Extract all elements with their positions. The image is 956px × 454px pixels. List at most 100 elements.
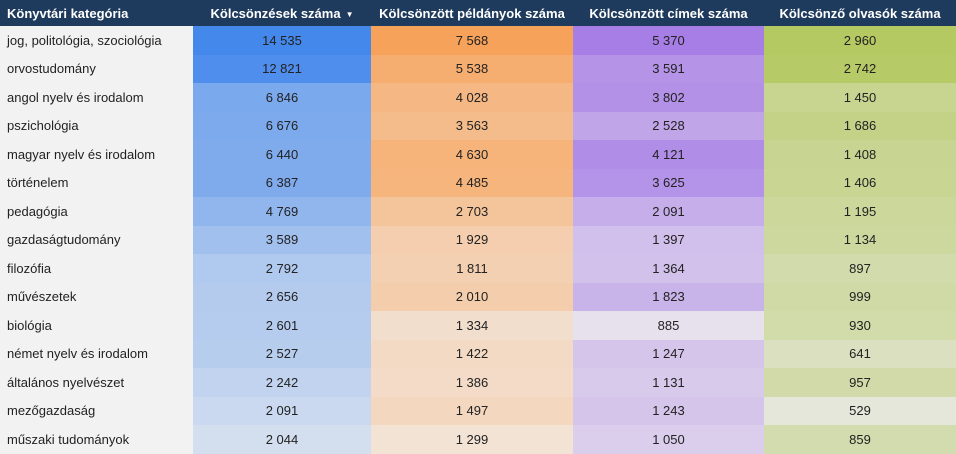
loans-value-cell: 14 535 — [193, 26, 371, 55]
loans-value-cell: 2 792 — [193, 254, 371, 283]
category-cell: jog, politológia, szociológia — [0, 26, 193, 55]
titles-value-cell: 4 121 — [573, 140, 764, 169]
titles-value-cell: 5 370 — [573, 26, 764, 55]
category-cell: biológia — [0, 311, 193, 340]
titles-value-cell: 1 247 — [573, 339, 764, 368]
readers-value-cell: 641 — [764, 339, 956, 368]
titles-value-cell: 1 823 — [573, 282, 764, 311]
loans-value-cell: 12 821 — [193, 54, 371, 83]
readers-value-cell: 1 195 — [764, 197, 956, 226]
copies-value-cell: 4 485 — [371, 168, 573, 197]
header-titles-label: Kölcsönzött címek száma — [589, 5, 748, 21]
readers-value-cell: 1 134 — [764, 225, 956, 254]
copies-value-cell: 1 497 — [371, 396, 573, 425]
header-titles[interactable]: Kölcsönzött címek száma — [573, 0, 764, 26]
titles-value-cell: 1 243 — [573, 396, 764, 425]
copies-value-cell: 1 929 — [371, 225, 573, 254]
loans-value-cell: 6 676 — [193, 111, 371, 140]
category-cell: magyar nyelv és irodalom — [0, 140, 193, 169]
readers-value-cell: 1 450 — [764, 83, 956, 112]
loans-value-cell: 6 846 — [193, 83, 371, 112]
category-cell: német nyelv és irodalom — [0, 339, 193, 368]
table-row: jog, politológia, szociológia 14 535 7 568… — [0, 26, 956, 55]
readers-value-cell: 999 — [764, 282, 956, 311]
copies-value-cell: 2 703 — [371, 197, 573, 226]
titles-value-cell: 885 — [573, 311, 764, 340]
table-row: mezőgazdaság 2 091 1 497 1 243 529 — [0, 396, 956, 425]
table-row: történelem 6 387 4 485 3 625 1 406 — [0, 168, 956, 197]
readers-value-cell: 1 686 — [764, 111, 956, 140]
readers-value-cell: 859 — [764, 425, 956, 454]
category-cell: műszaki tudományok — [0, 425, 193, 454]
header-category[interactable]: Könyvtári kategória — [0, 0, 193, 26]
sort-desc-icon[interactable]: ▼ — [345, 9, 354, 19]
readers-value-cell: 957 — [764, 368, 956, 397]
header-loans-label: Kölcsönzések száma — [210, 5, 341, 21]
category-cell: angol nyelv és irodalom — [0, 83, 193, 112]
loans-value-cell: 3 589 — [193, 225, 371, 254]
category-cell: történelem — [0, 168, 193, 197]
copies-value-cell: 1 811 — [371, 254, 573, 283]
loans-value-cell: 2 656 — [193, 282, 371, 311]
table-row: filozófia 2 792 1 811 1 364 897 — [0, 254, 956, 283]
loans-value-cell: 2 091 — [193, 396, 371, 425]
table-row: pszichológia 6 676 3 563 2 528 1 686 — [0, 111, 956, 140]
loans-value-cell: 6 440 — [193, 140, 371, 169]
table-row: gazdaságtudomány 3 589 1 929 1 397 1 134 — [0, 225, 956, 254]
readers-value-cell: 1 408 — [764, 140, 956, 169]
copies-value-cell: 3 563 — [371, 111, 573, 140]
copies-value-cell: 2 010 — [371, 282, 573, 311]
table-header: Könyvtári kategória Kölcsönzések száma ▼ … — [0, 0, 956, 26]
readers-value-cell: 529 — [764, 396, 956, 425]
titles-value-cell: 2 528 — [573, 111, 764, 140]
copies-value-cell: 1 386 — [371, 368, 573, 397]
loans-value-cell: 4 769 — [193, 197, 371, 226]
readers-value-cell: 930 — [764, 311, 956, 340]
copies-value-cell: 4 630 — [371, 140, 573, 169]
copies-value-cell: 1 334 — [371, 311, 573, 340]
category-cell: filozófia — [0, 254, 193, 283]
titles-value-cell: 1 131 — [573, 368, 764, 397]
header-loans[interactable]: Kölcsönzések száma ▼ — [193, 0, 371, 26]
header-category-label: Könyvtári kategória — [7, 5, 129, 21]
titles-value-cell: 1 364 — [573, 254, 764, 283]
titles-value-cell: 1 397 — [573, 225, 764, 254]
titles-value-cell: 3 802 — [573, 83, 764, 112]
header-readers[interactable]: Kölcsönző olvasók száma — [764, 0, 956, 26]
table-row: magyar nyelv és irodalom 6 440 4 630 4 121 1… — [0, 140, 956, 169]
loans-value-cell: 2 044 — [193, 425, 371, 454]
titles-value-cell: 3 591 — [573, 54, 764, 83]
category-cell: művészetek — [0, 282, 193, 311]
table-row: műszaki tudományok 2 044 1 299 1 050 859 — [0, 425, 956, 454]
category-cell: pedagógia — [0, 197, 193, 226]
readers-value-cell: 2 960 — [764, 26, 956, 55]
category-cell: orvostudomány — [0, 54, 193, 83]
table-row: művészetek 2 656 2 010 1 823 999 — [0, 282, 956, 311]
table-row: német nyelv és irodalom 2 527 1 422 1 247 64… — [0, 339, 956, 368]
readers-value-cell: 2 742 — [764, 54, 956, 83]
header-copies[interactable]: Kölcsönzött példányok száma — [371, 0, 573, 26]
copies-value-cell: 1 422 — [371, 339, 573, 368]
copies-value-cell: 7 568 — [371, 26, 573, 55]
loans-value-cell: 2 242 — [193, 368, 371, 397]
category-cell: pszichológia — [0, 111, 193, 140]
readers-value-cell: 1 406 — [764, 168, 956, 197]
category-cell: mezőgazdaság — [0, 396, 193, 425]
titles-value-cell: 1 050 — [573, 425, 764, 454]
loans-value-cell: 2 601 — [193, 311, 371, 340]
category-cell: gazdaságtudomány — [0, 225, 193, 254]
titles-value-cell: 3 625 — [573, 168, 764, 197]
copies-value-cell: 4 028 — [371, 83, 573, 112]
table-row: általános nyelvészet 2 242 1 386 1 131 957 — [0, 368, 956, 397]
titles-value-cell: 2 091 — [573, 197, 764, 226]
header-row: Könyvtári kategória Kölcsönzések száma ▼ … — [0, 0, 956, 26]
category-cell: általános nyelvészet — [0, 368, 193, 397]
table-row: angol nyelv és irodalom 6 846 4 028 3 802 1 … — [0, 83, 956, 112]
table-row: pedagógia 4 769 2 703 2 091 1 195 — [0, 197, 956, 226]
readers-value-cell: 897 — [764, 254, 956, 283]
table-row: biológia 2 601 1 334 885 930 — [0, 311, 956, 340]
header-readers-label: Kölcsönző olvasók száma — [779, 5, 941, 21]
header-copies-label: Kölcsönzött példányok száma — [379, 5, 565, 21]
copies-value-cell: 5 538 — [371, 54, 573, 83]
